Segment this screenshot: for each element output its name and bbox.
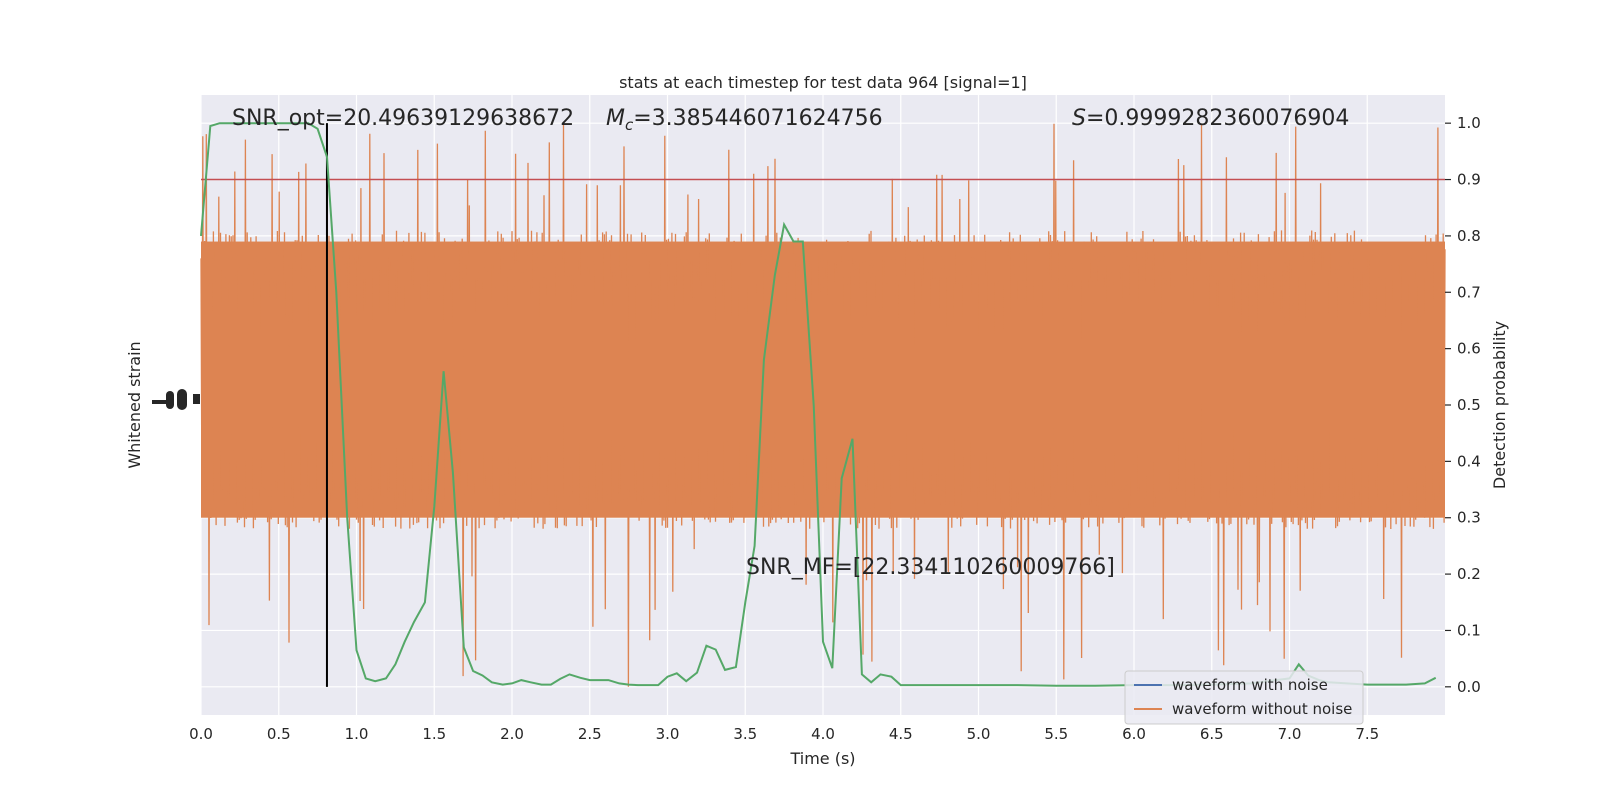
right-y-axis-label: Detection probability: [1490, 321, 1509, 489]
s-value: =0.9999282360076904: [1086, 106, 1349, 131]
x-tick-label: 2.0: [500, 725, 524, 743]
x-tick-label: 4.0: [811, 725, 835, 743]
x-tick-label: 1.5: [422, 725, 446, 743]
left-y-axis-label: Whitened strain: [125, 341, 144, 468]
left-tick-glyph: [152, 400, 168, 404]
chart-title: stats at each timestep for test data 964…: [619, 73, 1027, 92]
noise-trace: [200, 123, 1446, 687]
annotation-chirp-mass: Mc=3.385446071624756: [606, 106, 883, 134]
y-tick-label: 0.7: [1457, 283, 1481, 301]
y-tick-label: 0.0: [1457, 678, 1481, 696]
y-tick-label: 0.9: [1457, 171, 1481, 189]
y-tick-label: 0.1: [1457, 621, 1481, 639]
y-tick-label: 1.0: [1457, 114, 1481, 132]
legend-label-with-noise: waveform with noise: [1172, 676, 1328, 694]
annotation-s-score: S=0.9999282360076904: [1072, 106, 1349, 131]
y-tick-label: 0.3: [1457, 509, 1481, 527]
x-tick-label: 2.5: [578, 725, 602, 743]
x-tick-label: 3.0: [656, 725, 680, 743]
annotation-snr-opt: SNR_opt=20.49639129638672: [232, 106, 574, 131]
mc-subscript: c: [625, 116, 634, 134]
x-tick-label: 7.0: [1278, 725, 1302, 743]
x-axis-label: Time (s): [789, 749, 855, 768]
annotation-snr-mf: SNR_MF=[22.334110260009766]: [746, 555, 1115, 580]
legend: waveform with noise waveform without noi…: [1124, 670, 1364, 725]
x-tick-label: 1.0: [345, 725, 369, 743]
x-tick-label: 4.5: [889, 725, 913, 743]
left-axis-glyphs: [152, 389, 200, 410]
x-tick-label: 0.0: [189, 725, 213, 743]
x-tick-label: 6.0: [1122, 725, 1146, 743]
x-tick-label: 6.5: [1200, 725, 1224, 743]
y-tick-label: 0.8: [1457, 227, 1481, 245]
y-tick-label: 0.2: [1457, 565, 1481, 583]
x-axis-ticks: 0.0 0.5 1.0 1.5 2.0 2.5 3.0 3.5 4.0 4.5 5.0 5.5 6.0 6…: [189, 725, 1379, 743]
legend-label-without-noise: waveform without noise: [1172, 700, 1352, 718]
y-tick-label: 0.5: [1457, 396, 1481, 414]
noise-spikes: [200, 123, 1446, 687]
left-tick-glyph: [193, 394, 200, 404]
legend-box: [1124, 670, 1364, 725]
x-tick-label: 3.5: [733, 725, 757, 743]
x-tick-label: 5.0: [967, 725, 991, 743]
right-y-axis-ticks: 0.0 0.1 0.2 0.3 0.4 0.5 0.6 0.7 0.8 0.9 1.0: [1445, 114, 1481, 696]
mc-symbol: M: [606, 106, 625, 131]
x-tick-label: 0.5: [267, 725, 291, 743]
left-tick-glyph: [177, 389, 187, 410]
mc-value: =3.385446071624756: [633, 106, 882, 131]
x-tick-label: 5.5: [1044, 725, 1068, 743]
y-tick-label: 0.4: [1457, 452, 1481, 470]
y-tick-label: 0.6: [1457, 340, 1481, 358]
x-tick-label: 7.5: [1355, 725, 1379, 743]
s-symbol: S: [1072, 106, 1086, 131]
left-tick-glyph: [166, 391, 174, 409]
